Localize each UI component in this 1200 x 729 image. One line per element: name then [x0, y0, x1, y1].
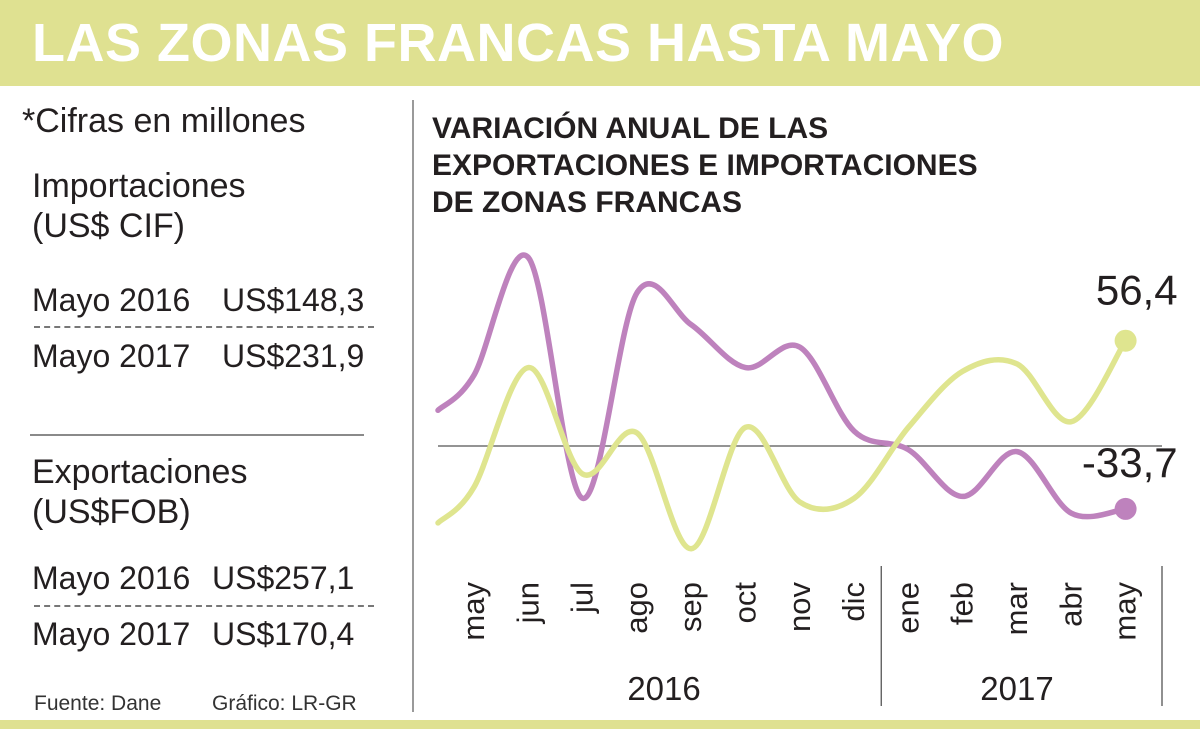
exports-row-value: US$257,1: [212, 560, 355, 596]
x-tick-label: feb: [945, 582, 980, 625]
series-line-1: [435, 337, 1129, 552]
year-group-label: 2017: [980, 670, 1053, 707]
chart-title: VARIACIÓN ANUAL DE LAS EXPORTACIONES E I…: [432, 110, 978, 221]
footer-bar: [0, 720, 1200, 729]
x-tick-label: mar: [999, 582, 1034, 635]
series-end-marker-0: [1114, 497, 1137, 520]
series-end-marker-1: [1114, 329, 1137, 352]
exports-row-2017: Mayo 2017 US$170,4: [32, 616, 382, 656]
x-tick-label: jun: [510, 582, 545, 624]
exports-row-label: Mayo 2016: [32, 560, 191, 596]
exports-title-line2: (US$FOB): [32, 493, 191, 531]
panel-divider: [412, 100, 414, 712]
page-title: LAS ZONAS FRANCAS HASTA MAYO: [32, 13, 1005, 73]
year-group-label: 2016: [627, 670, 700, 707]
chart-title-line: EXPORTACIONES E IMPORTACIONES: [432, 149, 978, 182]
imports-row-value: US$231,9: [222, 338, 365, 374]
imports-row-label: Mayo 2016: [32, 282, 191, 318]
x-tick-label: sep: [673, 582, 708, 632]
imports-title-line1: Importaciones: [32, 167, 246, 205]
x-tick-label: dic: [836, 582, 871, 622]
imports-row-label: Mayo 2017: [32, 338, 191, 374]
exports-row-2016: Mayo 2016 US$257,1: [32, 560, 382, 600]
x-tick-label: oct: [728, 582, 763, 624]
exports-title-line1: Exportaciones: [32, 453, 248, 491]
x-tick-label: jul: [565, 582, 600, 614]
x-tick-label: ago: [619, 582, 654, 634]
x-tick-label: may: [1108, 582, 1143, 641]
x-tick-label: abr: [1053, 582, 1088, 627]
exports-row-label: Mayo 2017: [32, 616, 191, 652]
imports-row-value: US$148,3: [222, 282, 365, 318]
units-note: *Cifras en millones: [22, 102, 306, 140]
x-tick-label: may: [456, 582, 491, 641]
imports-title-line2: (US$ CIF): [32, 207, 185, 245]
graphic-credit: Gráfico: LR-GR: [212, 692, 357, 715]
imports-row-2017: Mayo 2017 US$231,9: [32, 338, 382, 378]
series-line-0: [435, 252, 1129, 520]
section-divider: [30, 434, 364, 436]
header-banner: LAS ZONAS FRANCAS HASTA MAYO: [0, 0, 1200, 86]
imports-title: Importaciones (US$ CIF): [32, 166, 246, 246]
end-value-label: -33,7: [1082, 439, 1178, 486]
exports-title: Exportaciones (US$FOB): [32, 452, 247, 532]
exports-row-divider: [34, 605, 374, 607]
chart-title-line: VARIACIÓN ANUAL DE LAS: [432, 112, 829, 145]
x-tick-label: nov: [782, 582, 817, 632]
source-credit: Fuente: Dane: [34, 692, 162, 715]
imports-row-divider: [34, 326, 374, 328]
x-tick-label: ene: [890, 582, 925, 634]
end-value-label: 56,4: [1096, 267, 1178, 314]
imports-row-2016: Mayo 2016 US$148,3: [32, 282, 382, 322]
exports-row-value: US$170,4: [212, 616, 355, 652]
chart-title-line: DE ZONAS FRANCAS: [432, 186, 743, 219]
